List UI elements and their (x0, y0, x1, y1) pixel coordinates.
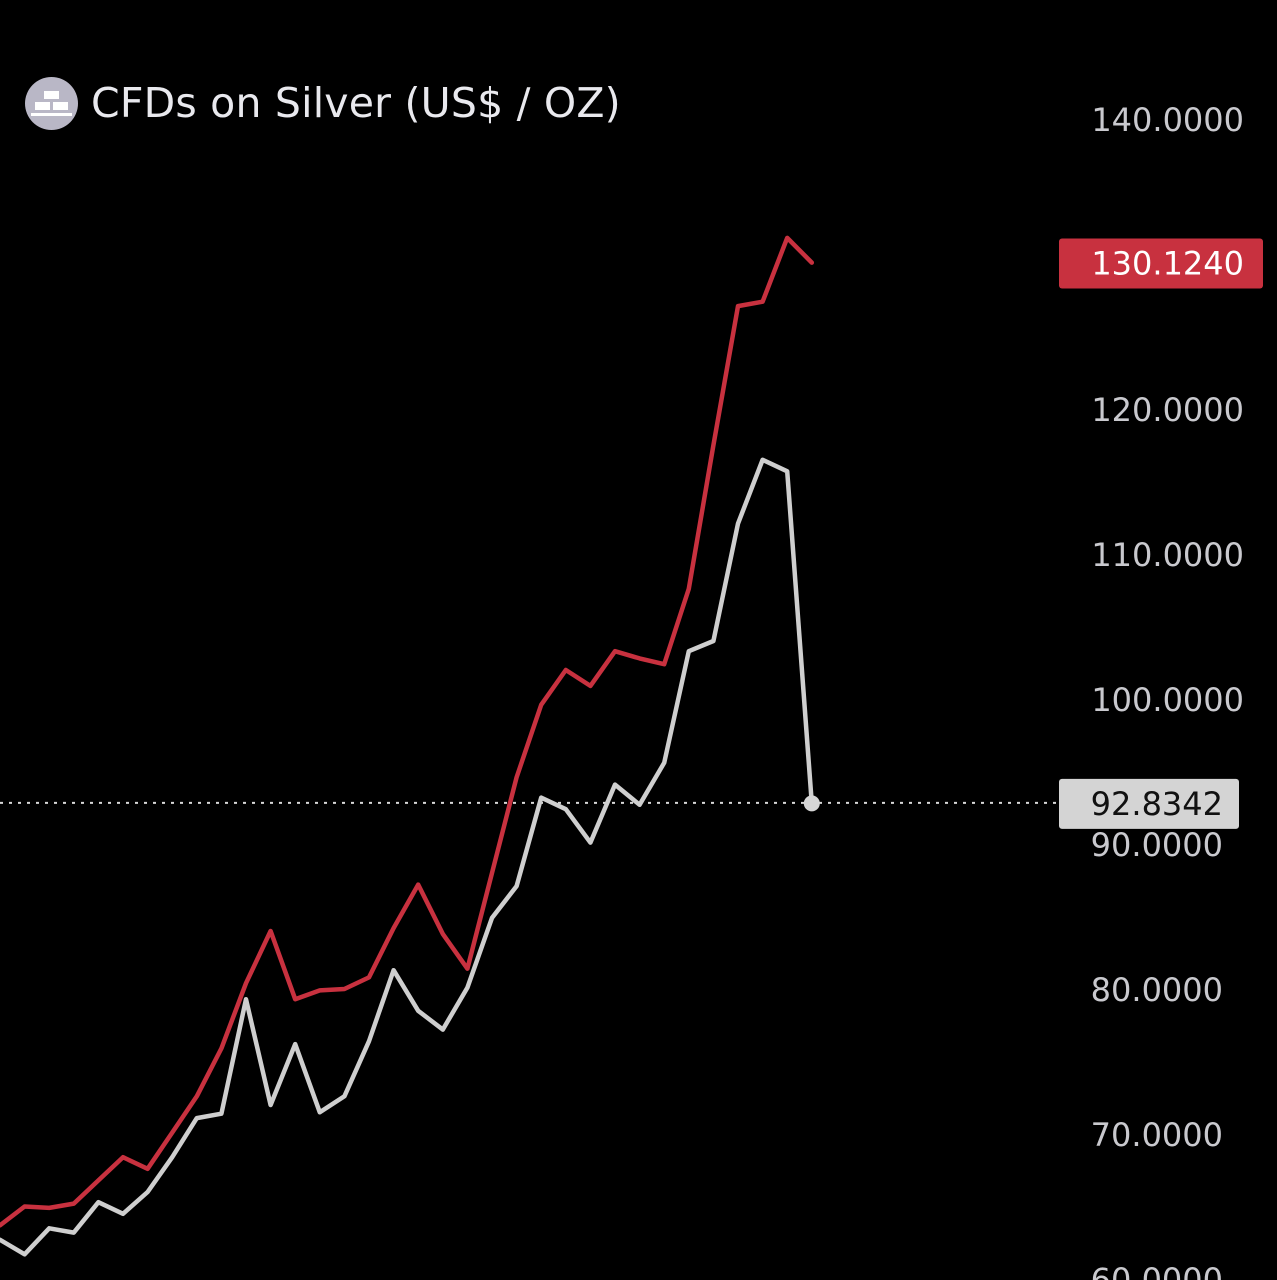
y-tick-label: 100.0000 (1091, 681, 1244, 719)
red-last-value-badge (1059, 238, 1263, 289)
y-tick-label: 60.0000 (1091, 1261, 1223, 1280)
chart-header: CFDs on Silver (US$ / OZ) (25, 75, 621, 131)
y-tick-label: 110.0000 (1091, 536, 1244, 574)
y-tick-label: 120.0000 (1091, 391, 1244, 429)
y-tick-label: 80.0000 (1091, 971, 1223, 1009)
red-last-value-label: 130.1240 (1091, 245, 1244, 283)
white-last-value-label: 92.8342 (1091, 785, 1223, 823)
white-series-line[interactable] (0, 457, 815, 1257)
white-series-endpoint (803, 795, 820, 812)
chart-title: CFDs on Silver (US$ / OZ) (91, 79, 621, 127)
y-tick-label: 140.0000 (1091, 101, 1244, 139)
y-tick-label: 70.0000 (1091, 1116, 1223, 1154)
silver-bars-icon (25, 76, 78, 130)
white-last-value-badge (1059, 778, 1239, 829)
y-tick-label: 90.0000 (1091, 826, 1223, 864)
red-series-line[interactable] (0, 235, 815, 1228)
